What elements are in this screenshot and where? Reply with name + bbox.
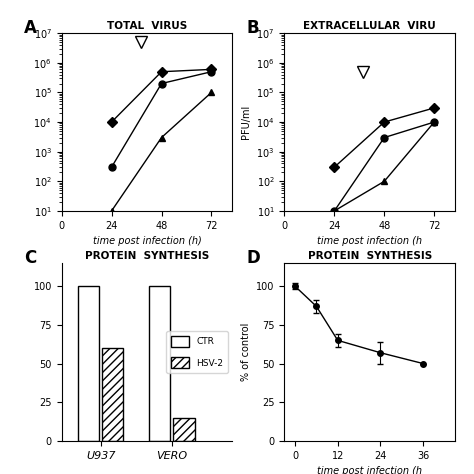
X-axis label: time post infection (h): time post infection (h) [92, 236, 201, 246]
Title: EXTRACELLULAR  VIRU: EXTRACELLULAR VIRU [303, 21, 436, 31]
Text: B: B [247, 19, 259, 37]
Bar [102, 348, 123, 441]
Title: PROTEIN  SYNTHESIS: PROTEIN SYNTHESIS [308, 251, 432, 261]
Text: C: C [24, 249, 36, 267]
X-axis label: time post infection (h: time post infection (h [317, 236, 422, 246]
Y-axis label: PFU/ml: PFU/ml [241, 105, 251, 139]
Bar [149, 286, 170, 441]
X-axis label: time post infection (h: time post infection (h [317, 466, 422, 474]
Y-axis label: % of control: % of control [241, 323, 251, 381]
Text: D: D [247, 249, 261, 267]
Legend: CTR, HSV-2: CTR, HSV-2 [166, 331, 228, 373]
Bar [173, 418, 194, 441]
Title: TOTAL  VIRUS: TOTAL VIRUS [107, 21, 187, 31]
Bar [78, 286, 99, 441]
Title: PROTEIN  SYNTHESIS: PROTEIN SYNTHESIS [85, 251, 209, 261]
Text: A: A [24, 19, 37, 37]
